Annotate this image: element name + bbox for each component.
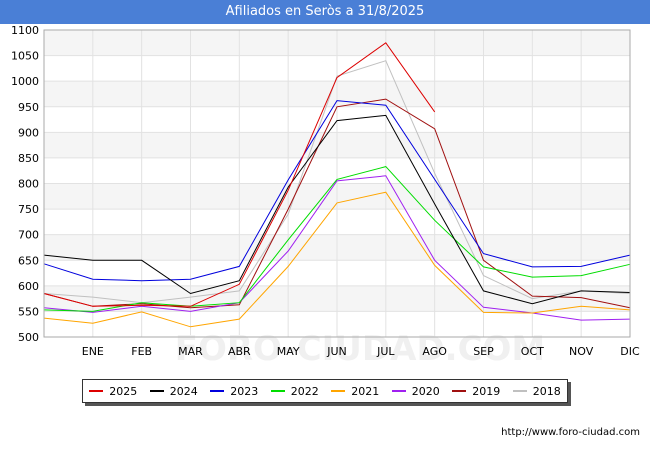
legend-item-2024: 2024 bbox=[149, 384, 198, 398]
y-tick-label: 500 bbox=[18, 331, 39, 344]
legend-item-2019: 2019 bbox=[452, 385, 500, 398]
y-tick-label: 850 bbox=[18, 152, 39, 165]
x-tick-label: SEP bbox=[473, 345, 494, 358]
x-tick-label: MAR bbox=[178, 345, 203, 358]
legend-item-2018: 2018 bbox=[512, 384, 561, 398]
series-line-2025 bbox=[43, 42, 436, 307]
legend-item-2022: 2022 bbox=[270, 384, 319, 398]
legend-swatch bbox=[512, 390, 527, 392]
legend-label: 2019 bbox=[472, 384, 501, 398]
x-tick-label: OCT bbox=[521, 345, 544, 358]
legend-label: 2022 bbox=[290, 384, 319, 398]
chart-title: Afiliados en Seròs a 31/8/2025 bbox=[0, 0, 650, 24]
legend-item-2023: 2023 bbox=[210, 385, 258, 398]
series-line-2024 bbox=[43, 114, 631, 305]
y-tick-label: 1000 bbox=[11, 75, 39, 88]
y-tick-label: 550 bbox=[18, 305, 39, 318]
series-line-2022 bbox=[43, 166, 631, 312]
legend-item-2021: 2021 bbox=[331, 385, 379, 398]
series-line-2023 bbox=[43, 100, 631, 282]
x-tick-label: FEB bbox=[131, 345, 152, 358]
legend-label: 2023 bbox=[230, 384, 259, 398]
legend-label: 2020 bbox=[411, 384, 440, 398]
legend-item-2020: 2020 bbox=[391, 384, 440, 398]
legend-swatch bbox=[270, 390, 285, 392]
y-tick-label: 800 bbox=[18, 178, 39, 191]
plot-frame bbox=[43, 29, 631, 338]
watermark: FORO-CIUDAD.COM bbox=[175, 329, 546, 369]
series-line-2019 bbox=[43, 98, 631, 309]
legend-swatch bbox=[149, 390, 164, 392]
y-tick-label: 750 bbox=[18, 203, 39, 216]
x-tick-label: ABR bbox=[228, 345, 251, 358]
x-tick-label: MAY bbox=[277, 345, 300, 358]
y-tick-label: 1050 bbox=[11, 50, 39, 63]
x-tick-label: JUL bbox=[376, 345, 395, 358]
series-layer bbox=[43, 42, 631, 328]
legend-swatch bbox=[210, 390, 225, 392]
x-tick-label: JUN bbox=[326, 345, 347, 358]
legend-label: 2018 bbox=[532, 384, 561, 398]
y-tick-label: 600 bbox=[18, 280, 39, 293]
legend-item-2025: 2025 bbox=[89, 385, 137, 398]
legend-swatch bbox=[452, 390, 467, 392]
y-tick-label: 950 bbox=[18, 101, 39, 114]
legend-label: 2021 bbox=[351, 384, 380, 398]
legend-label: 2024 bbox=[169, 384, 198, 398]
y-tick-label: 1100 bbox=[11, 24, 39, 37]
x-tick-label: DIC bbox=[620, 345, 640, 358]
y-tick-label: 650 bbox=[18, 254, 39, 267]
legend-label: 2025 bbox=[109, 384, 138, 398]
x-tick-label: NOV bbox=[569, 345, 594, 358]
legend-swatch bbox=[331, 390, 346, 392]
y-tick-label: 900 bbox=[18, 126, 39, 139]
legend: 2025 2024 2023 2022 2021 2020 2019 2018 bbox=[82, 379, 568, 403]
x-tick-label: ENE bbox=[82, 345, 104, 358]
footer-url[interactable]: http://www.foro-ciudad.com bbox=[501, 427, 640, 438]
series-line-2021 bbox=[43, 191, 631, 328]
axis-layer: 500 550 600 650 700 750 800 850 900 950 1000 1050 11… bbox=[11, 24, 640, 358]
x-tick-label: AGO bbox=[422, 345, 447, 358]
legend-swatch bbox=[89, 390, 104, 392]
legend-swatch bbox=[391, 390, 406, 392]
y-tick-label: 700 bbox=[18, 229, 39, 242]
